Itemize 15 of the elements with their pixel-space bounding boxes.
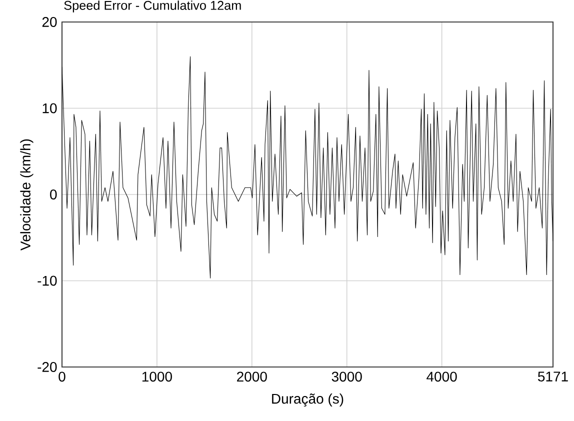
- x-tick-label: 4000: [426, 372, 457, 382]
- x-tick-label: 1000: [142, 372, 172, 382]
- y-axis-title: Velocidade (km/h): [20, 139, 34, 250]
- y-tick-label: -20: [38, 362, 57, 372]
- y-tick-label: -10: [38, 276, 57, 286]
- x-tick-label: 2000: [237, 372, 267, 382]
- x-tick-label: 5171: [538, 372, 568, 382]
- line-series: [62, 56, 554, 278]
- chart-title: Speed Error - Cumulativo 12am: [64, 0, 241, 12]
- x-tick-label: 3000: [332, 372, 362, 382]
- y-tick-label: 0: [50, 190, 57, 200]
- y-tick-label: 20: [42, 17, 57, 27]
- x-axis-title: Duração (s): [272, 393, 344, 407]
- x-tick-label: 0: [58, 372, 66, 382]
- y-tick-label: 10: [42, 103, 57, 114]
